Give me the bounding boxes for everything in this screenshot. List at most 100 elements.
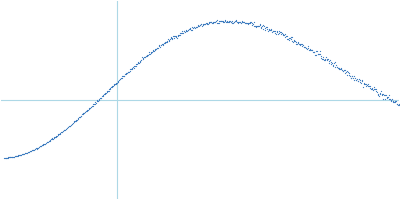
Point	[329, 62, 335, 65]
Point	[100, 94, 106, 97]
Point	[359, 79, 366, 82]
Point	[165, 38, 171, 41]
Point	[262, 27, 268, 30]
Point	[256, 22, 263, 26]
Point	[18, 153, 25, 156]
Point	[332, 61, 338, 64]
Point	[11, 155, 18, 158]
Point	[314, 53, 321, 56]
Point	[200, 22, 207, 25]
Point	[392, 100, 398, 103]
Point	[368, 87, 375, 90]
Point	[157, 46, 163, 49]
Point	[306, 47, 313, 51]
Point	[358, 82, 364, 85]
Point	[369, 86, 376, 90]
Point	[41, 143, 47, 146]
Point	[331, 61, 337, 65]
Point	[202, 22, 209, 25]
Point	[334, 66, 340, 69]
Point	[74, 117, 81, 121]
Point	[50, 137, 56, 141]
Point	[134, 62, 140, 65]
Point	[145, 53, 151, 57]
Point	[163, 40, 170, 43]
Point	[172, 35, 179, 38]
Point	[101, 93, 107, 96]
Point	[188, 25, 195, 28]
Point	[70, 121, 77, 124]
Point	[16, 154, 23, 157]
Point	[8, 156, 14, 159]
Point	[162, 42, 168, 45]
Point	[93, 101, 99, 104]
Point	[180, 29, 187, 32]
Point	[52, 135, 59, 138]
Point	[364, 84, 370, 87]
Point	[238, 20, 245, 23]
Point	[206, 22, 212, 25]
Point	[218, 19, 224, 23]
Point	[43, 142, 49, 145]
Point	[221, 19, 228, 22]
Point	[291, 39, 297, 42]
Point	[94, 100, 100, 103]
Point	[358, 80, 365, 83]
Point	[215, 21, 221, 24]
Point	[3, 156, 10, 159]
Point	[231, 21, 237, 24]
Point	[372, 90, 379, 93]
Point	[257, 24, 263, 27]
Point	[170, 36, 177, 39]
Point	[68, 123, 75, 126]
Point	[362, 83, 368, 86]
Point	[198, 23, 205, 26]
Point	[316, 53, 322, 56]
Point	[267, 28, 273, 31]
Point	[223, 20, 229, 24]
Point	[308, 49, 314, 52]
Point	[53, 135, 60, 138]
Point	[102, 92, 108, 95]
Point	[250, 23, 256, 26]
Point	[394, 102, 400, 105]
Point	[60, 129, 66, 132]
Point	[324, 59, 331, 62]
Point	[190, 26, 196, 30]
Point	[231, 20, 238, 23]
Point	[158, 44, 164, 47]
Point	[365, 83, 372, 86]
Point	[310, 50, 316, 54]
Point	[4, 156, 11, 159]
Point	[200, 24, 206, 27]
Point	[211, 20, 217, 24]
Point	[164, 40, 170, 43]
Point	[82, 110, 88, 114]
Point	[14, 154, 21, 157]
Point	[328, 60, 334, 63]
Point	[370, 87, 377, 91]
Point	[354, 77, 360, 81]
Point	[210, 20, 216, 23]
Point	[127, 68, 134, 71]
Point	[39, 143, 46, 147]
Point	[289, 40, 296, 43]
Point	[248, 23, 255, 26]
Point	[310, 51, 317, 54]
Point	[312, 53, 319, 56]
Point	[345, 71, 351, 74]
Point	[48, 138, 54, 141]
Point	[352, 78, 359, 82]
Point	[116, 78, 122, 82]
Point	[38, 144, 44, 148]
Point	[114, 80, 121, 83]
Point	[290, 41, 296, 44]
Point	[280, 33, 286, 36]
Point	[63, 127, 70, 130]
Point	[38, 144, 44, 148]
Point	[279, 31, 285, 34]
Point	[377, 92, 383, 95]
Point	[82, 111, 89, 114]
Point	[384, 95, 390, 98]
Point	[169, 37, 176, 40]
